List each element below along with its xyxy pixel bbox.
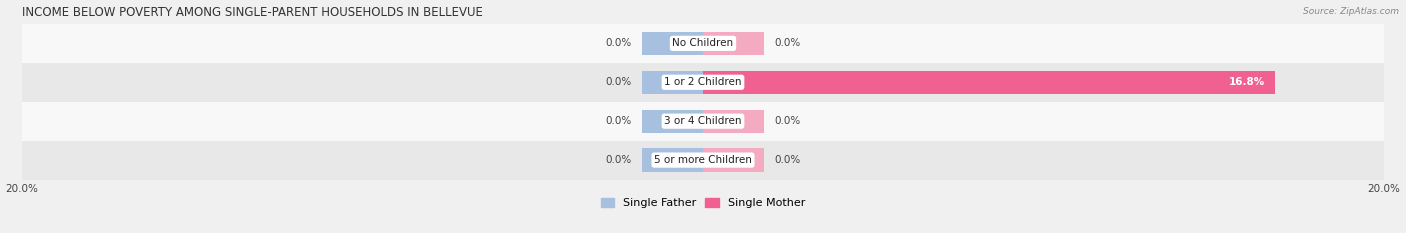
Text: 3 or 4 Children: 3 or 4 Children <box>664 116 742 126</box>
Bar <box>641 71 703 94</box>
Bar <box>703 110 765 133</box>
Text: 16.8%: 16.8% <box>1229 77 1265 87</box>
Text: 0.0%: 0.0% <box>775 155 801 165</box>
Legend: Single Father, Single Mother: Single Father, Single Mother <box>600 198 806 208</box>
Text: 0.0%: 0.0% <box>605 38 631 48</box>
Bar <box>22 24 1384 63</box>
Text: 1 or 2 Children: 1 or 2 Children <box>664 77 742 87</box>
Text: 0.0%: 0.0% <box>775 38 801 48</box>
Bar <box>641 110 703 133</box>
Text: 0.0%: 0.0% <box>605 77 631 87</box>
Text: 5 or more Children: 5 or more Children <box>654 155 752 165</box>
Bar <box>641 148 703 172</box>
Bar <box>703 148 765 172</box>
Bar <box>703 32 765 55</box>
Bar <box>703 71 1275 94</box>
Text: 0.0%: 0.0% <box>605 116 631 126</box>
Bar <box>22 63 1384 102</box>
Text: 0.0%: 0.0% <box>775 116 801 126</box>
Text: Source: ZipAtlas.com: Source: ZipAtlas.com <box>1303 7 1399 16</box>
Text: 0.0%: 0.0% <box>605 155 631 165</box>
Text: INCOME BELOW POVERTY AMONG SINGLE-PARENT HOUSEHOLDS IN BELLEVUE: INCOME BELOW POVERTY AMONG SINGLE-PARENT… <box>22 6 482 19</box>
Bar <box>641 32 703 55</box>
Text: No Children: No Children <box>672 38 734 48</box>
Bar <box>22 102 1384 141</box>
Bar <box>22 141 1384 180</box>
